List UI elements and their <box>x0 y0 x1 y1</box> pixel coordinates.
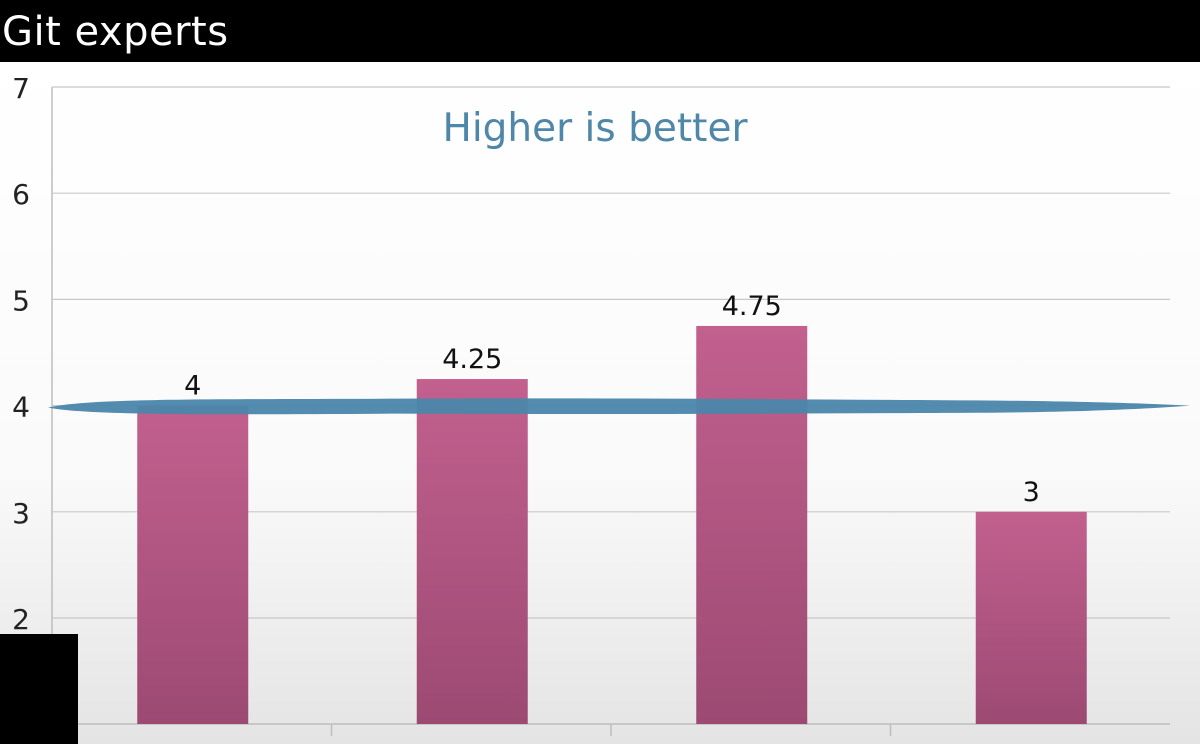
data-label: 4.25 <box>442 344 502 375</box>
y-tick-label: 7 <box>12 72 30 105</box>
data-label: 4 <box>184 371 201 402</box>
data-label: 4.75 <box>722 291 782 322</box>
reference-layer <box>48 398 1190 415</box>
y-tick-label: 2 <box>12 603 30 636</box>
y-tick-label: 3 <box>12 497 30 530</box>
chart-slide: 2 3 4 5 6 7 4 4.25 4.75 3 Higher is better <box>0 62 1200 744</box>
bar <box>975 511 1087 724</box>
data-label: 3 <box>1023 477 1040 508</box>
title-bar: Git experts <box>0 0 1200 62</box>
bar-layer <box>137 325 1087 724</box>
bar <box>416 379 528 724</box>
y-tick-label: 6 <box>12 178 30 211</box>
y-tick-label: 4 <box>12 391 30 424</box>
bar <box>137 405 249 724</box>
page-title: Git experts <box>2 9 229 55</box>
chart-annotation: Higher is better <box>443 106 749 151</box>
bar <box>696 325 808 724</box>
reference-line-4 <box>48 398 1190 415</box>
label-layer: 4 4.25 4.75 3 <box>184 291 1040 508</box>
corner-overlay <box>0 634 78 744</box>
y-tick-label: 5 <box>12 284 30 317</box>
bar-chart: 2 3 4 5 6 7 4 4.25 4.75 3 Higher is better <box>0 62 1200 744</box>
